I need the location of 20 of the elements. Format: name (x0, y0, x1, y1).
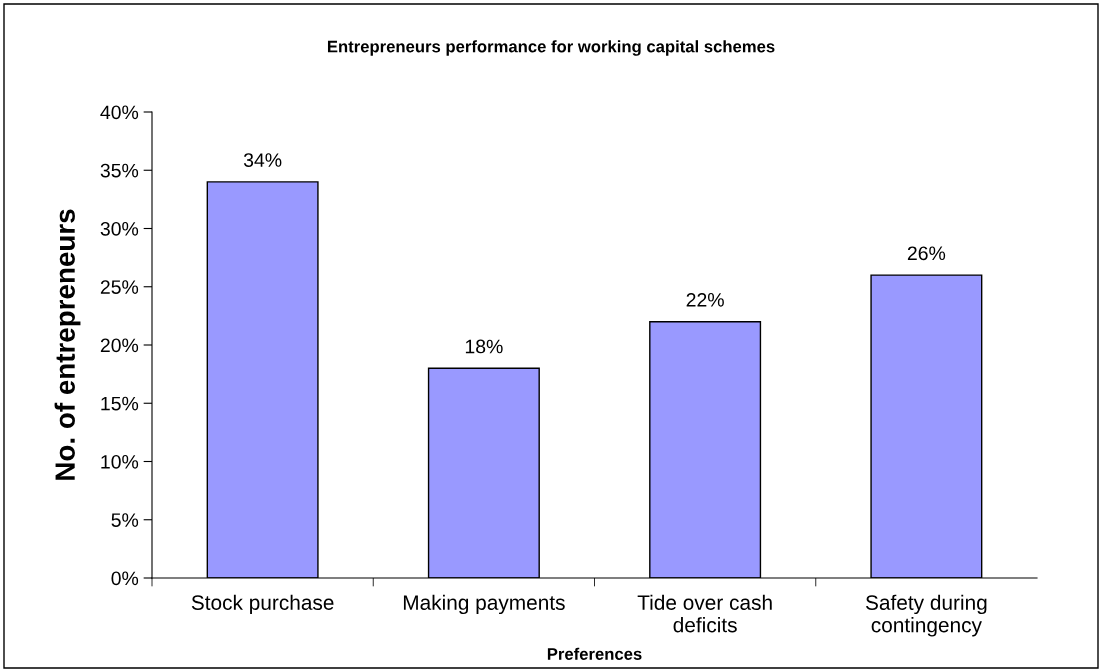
x-tick-label: Safety during contingency (865, 594, 987, 637)
y-tick-label: 10% (101, 454, 139, 469)
y-tick-label: 25% (100, 280, 139, 294)
y-tick-label: 40% (100, 105, 139, 120)
chart-title: Entrepreneurs performance for working capital schemes (327, 40, 775, 56)
x-tick-label: Stock purchase (191, 594, 334, 615)
y-tick-label: 5% (111, 513, 139, 527)
y-tick-label: 30% (100, 221, 139, 236)
x-tick-label: Tide over cash deficits (637, 594, 772, 633)
data-label: 22% (686, 292, 724, 307)
y-tick-label: 35% (100, 163, 139, 178)
x-tick-label: Making payments (403, 594, 565, 615)
y-tick-label: 0% (111, 571, 139, 586)
data-label: 34% (243, 153, 282, 167)
data-label: 26% (907, 246, 946, 261)
y-tick-label: 15% (101, 396, 139, 411)
data-label: 18% (465, 339, 503, 354)
y-tick-label: 20% (100, 338, 139, 353)
y-axis-title: No. of entrepreneurs (54, 209, 81, 480)
x-axis-title: Preferences (547, 647, 642, 660)
